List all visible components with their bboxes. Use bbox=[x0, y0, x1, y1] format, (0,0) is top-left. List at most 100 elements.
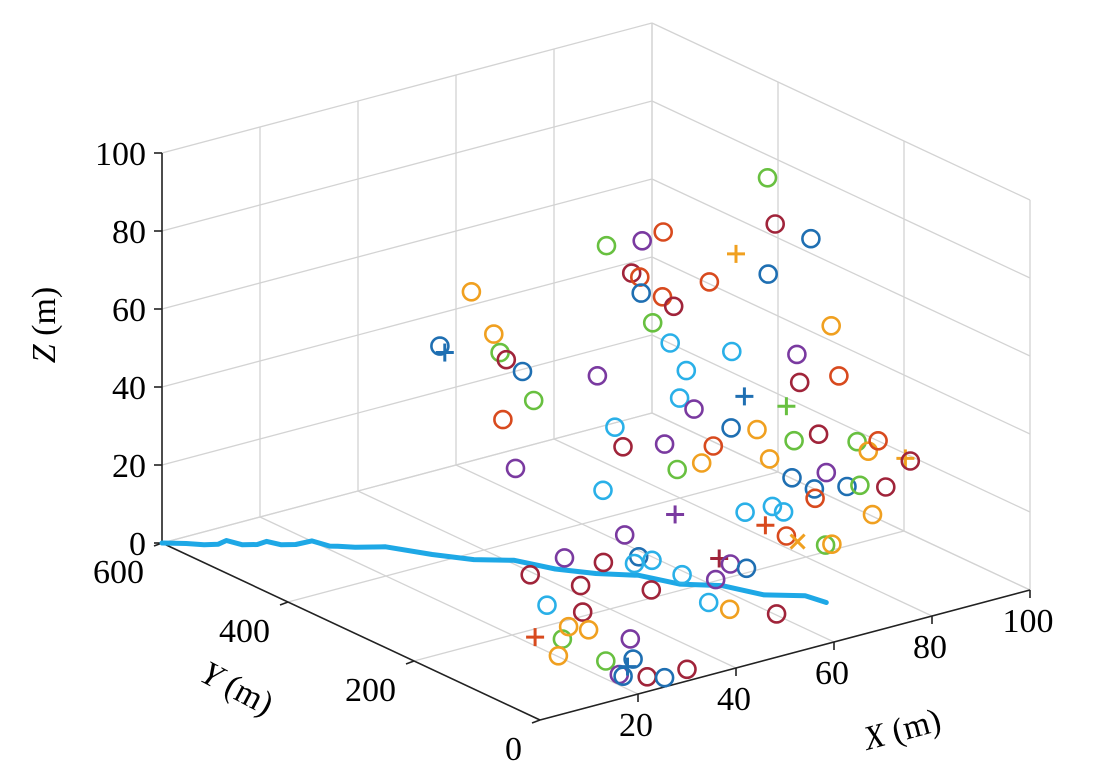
y-axis-title: Y (m) bbox=[194, 654, 279, 723]
circle-marker bbox=[493, 409, 513, 430]
circle-marker bbox=[631, 283, 652, 303]
back-wall-gridline-z bbox=[161, 412, 653, 544]
circle-marker bbox=[765, 214, 786, 234]
circle-marker bbox=[815, 535, 836, 555]
circle-marker bbox=[868, 430, 888, 451]
z-tick-label: 80 bbox=[112, 214, 146, 251]
circle-marker bbox=[663, 296, 684, 317]
circle-marker bbox=[816, 462, 837, 483]
circle-marker bbox=[554, 548, 575, 568]
circle-marker bbox=[637, 666, 658, 687]
circle-marker bbox=[719, 599, 740, 620]
circle-marker bbox=[736, 558, 757, 579]
circle-marker bbox=[620, 629, 641, 649]
circle-marker bbox=[593, 480, 613, 501]
circle-marker bbox=[801, 228, 821, 249]
circle-marker bbox=[660, 333, 681, 353]
circle-marker bbox=[699, 272, 720, 292]
circle-marker bbox=[430, 336, 450, 356]
x-tick-label: 20 bbox=[619, 707, 653, 744]
path-layer bbox=[159, 538, 829, 605]
circle-marker bbox=[672, 564, 692, 585]
circle-marker bbox=[669, 388, 690, 408]
circle-marker bbox=[837, 476, 857, 497]
x-tick-label: 60 bbox=[815, 655, 849, 692]
y-tick-mark bbox=[405, 660, 415, 665]
circle-marker bbox=[705, 569, 726, 590]
side-wall-gridline-z bbox=[651, 178, 1031, 357]
plus-marker bbox=[618, 657, 637, 676]
plus-marker bbox=[666, 505, 685, 524]
circle-marker bbox=[595, 651, 616, 671]
circle-marker bbox=[862, 504, 883, 525]
circle-marker bbox=[804, 479, 825, 499]
floor-gridline-x bbox=[553, 438, 933, 617]
z-tick-label: 40 bbox=[112, 370, 146, 407]
circle-marker bbox=[505, 458, 526, 479]
circle-marker bbox=[721, 341, 742, 362]
circle-marker bbox=[808, 424, 829, 445]
circle-marker bbox=[758, 264, 779, 284]
circle-marker bbox=[766, 604, 787, 624]
plus-marker bbox=[735, 387, 754, 406]
plus-marker bbox=[756, 516, 775, 535]
circle-marker bbox=[773, 502, 794, 522]
x-tick-label: 100 bbox=[1003, 603, 1054, 640]
circle-marker bbox=[850, 475, 870, 496]
circle-marker bbox=[776, 526, 797, 546]
circle-marker bbox=[789, 372, 810, 393]
plus-marker bbox=[727, 244, 745, 263]
back-wall-gridline-z bbox=[161, 22, 653, 154]
x-tick-label: 40 bbox=[717, 681, 751, 718]
circle-marker bbox=[757, 168, 778, 188]
y-tick-mark bbox=[279, 601, 289, 606]
circle-marker bbox=[747, 419, 767, 440]
circle-marker bbox=[691, 453, 712, 473]
side-wall-gridline-z bbox=[651, 22, 1031, 201]
circle-marker bbox=[596, 235, 617, 256]
z-tick-label: 100 bbox=[95, 136, 146, 173]
circle-marker bbox=[684, 399, 704, 419]
side-wall-gridline-z bbox=[651, 100, 1031, 279]
circle-marker bbox=[523, 390, 544, 411]
circle-marker bbox=[641, 580, 662, 600]
grid-layer bbox=[161, 22, 1031, 721]
plus-marker bbox=[896, 449, 915, 468]
x-axis-line bbox=[539, 589, 1031, 721]
y-tick-label: 400 bbox=[219, 613, 270, 650]
circle-marker bbox=[847, 431, 867, 452]
circle-marker bbox=[614, 525, 635, 545]
circle-marker bbox=[461, 281, 482, 302]
circle-marker bbox=[578, 619, 599, 640]
side-wall-gridline-z bbox=[651, 334, 1031, 513]
circle-marker bbox=[572, 602, 593, 622]
circle-marker bbox=[759, 449, 780, 469]
path-line bbox=[159, 538, 829, 605]
circle-marker bbox=[784, 430, 804, 451]
side-wall-gridline-z bbox=[651, 412, 1031, 591]
circle-marker bbox=[587, 365, 608, 386]
circle-marker bbox=[677, 659, 697, 680]
side-wall-gridline-z bbox=[651, 256, 1031, 435]
circle-marker bbox=[698, 592, 719, 613]
circle-marker bbox=[667, 459, 688, 480]
circle-marker bbox=[537, 595, 557, 616]
circle-marker bbox=[829, 366, 849, 386]
back-wall-gridline-z bbox=[161, 100, 653, 232]
circle-marker bbox=[703, 436, 724, 456]
z-tick-label: 60 bbox=[112, 292, 146, 329]
circle-marker bbox=[512, 361, 533, 382]
circle-marker bbox=[632, 231, 653, 251]
circle-marker bbox=[676, 360, 697, 381]
circle-marker bbox=[613, 436, 633, 457]
circle-marker bbox=[762, 496, 783, 517]
circle-marker bbox=[875, 477, 896, 497]
circle-marker bbox=[735, 502, 755, 523]
plus-marker bbox=[526, 628, 545, 647]
circle-marker bbox=[720, 554, 741, 574]
circle-marker bbox=[858, 441, 879, 462]
x-tick-label: 80 bbox=[913, 629, 947, 666]
axis-layer bbox=[153, 152, 1031, 724]
circle-marker bbox=[805, 488, 825, 509]
